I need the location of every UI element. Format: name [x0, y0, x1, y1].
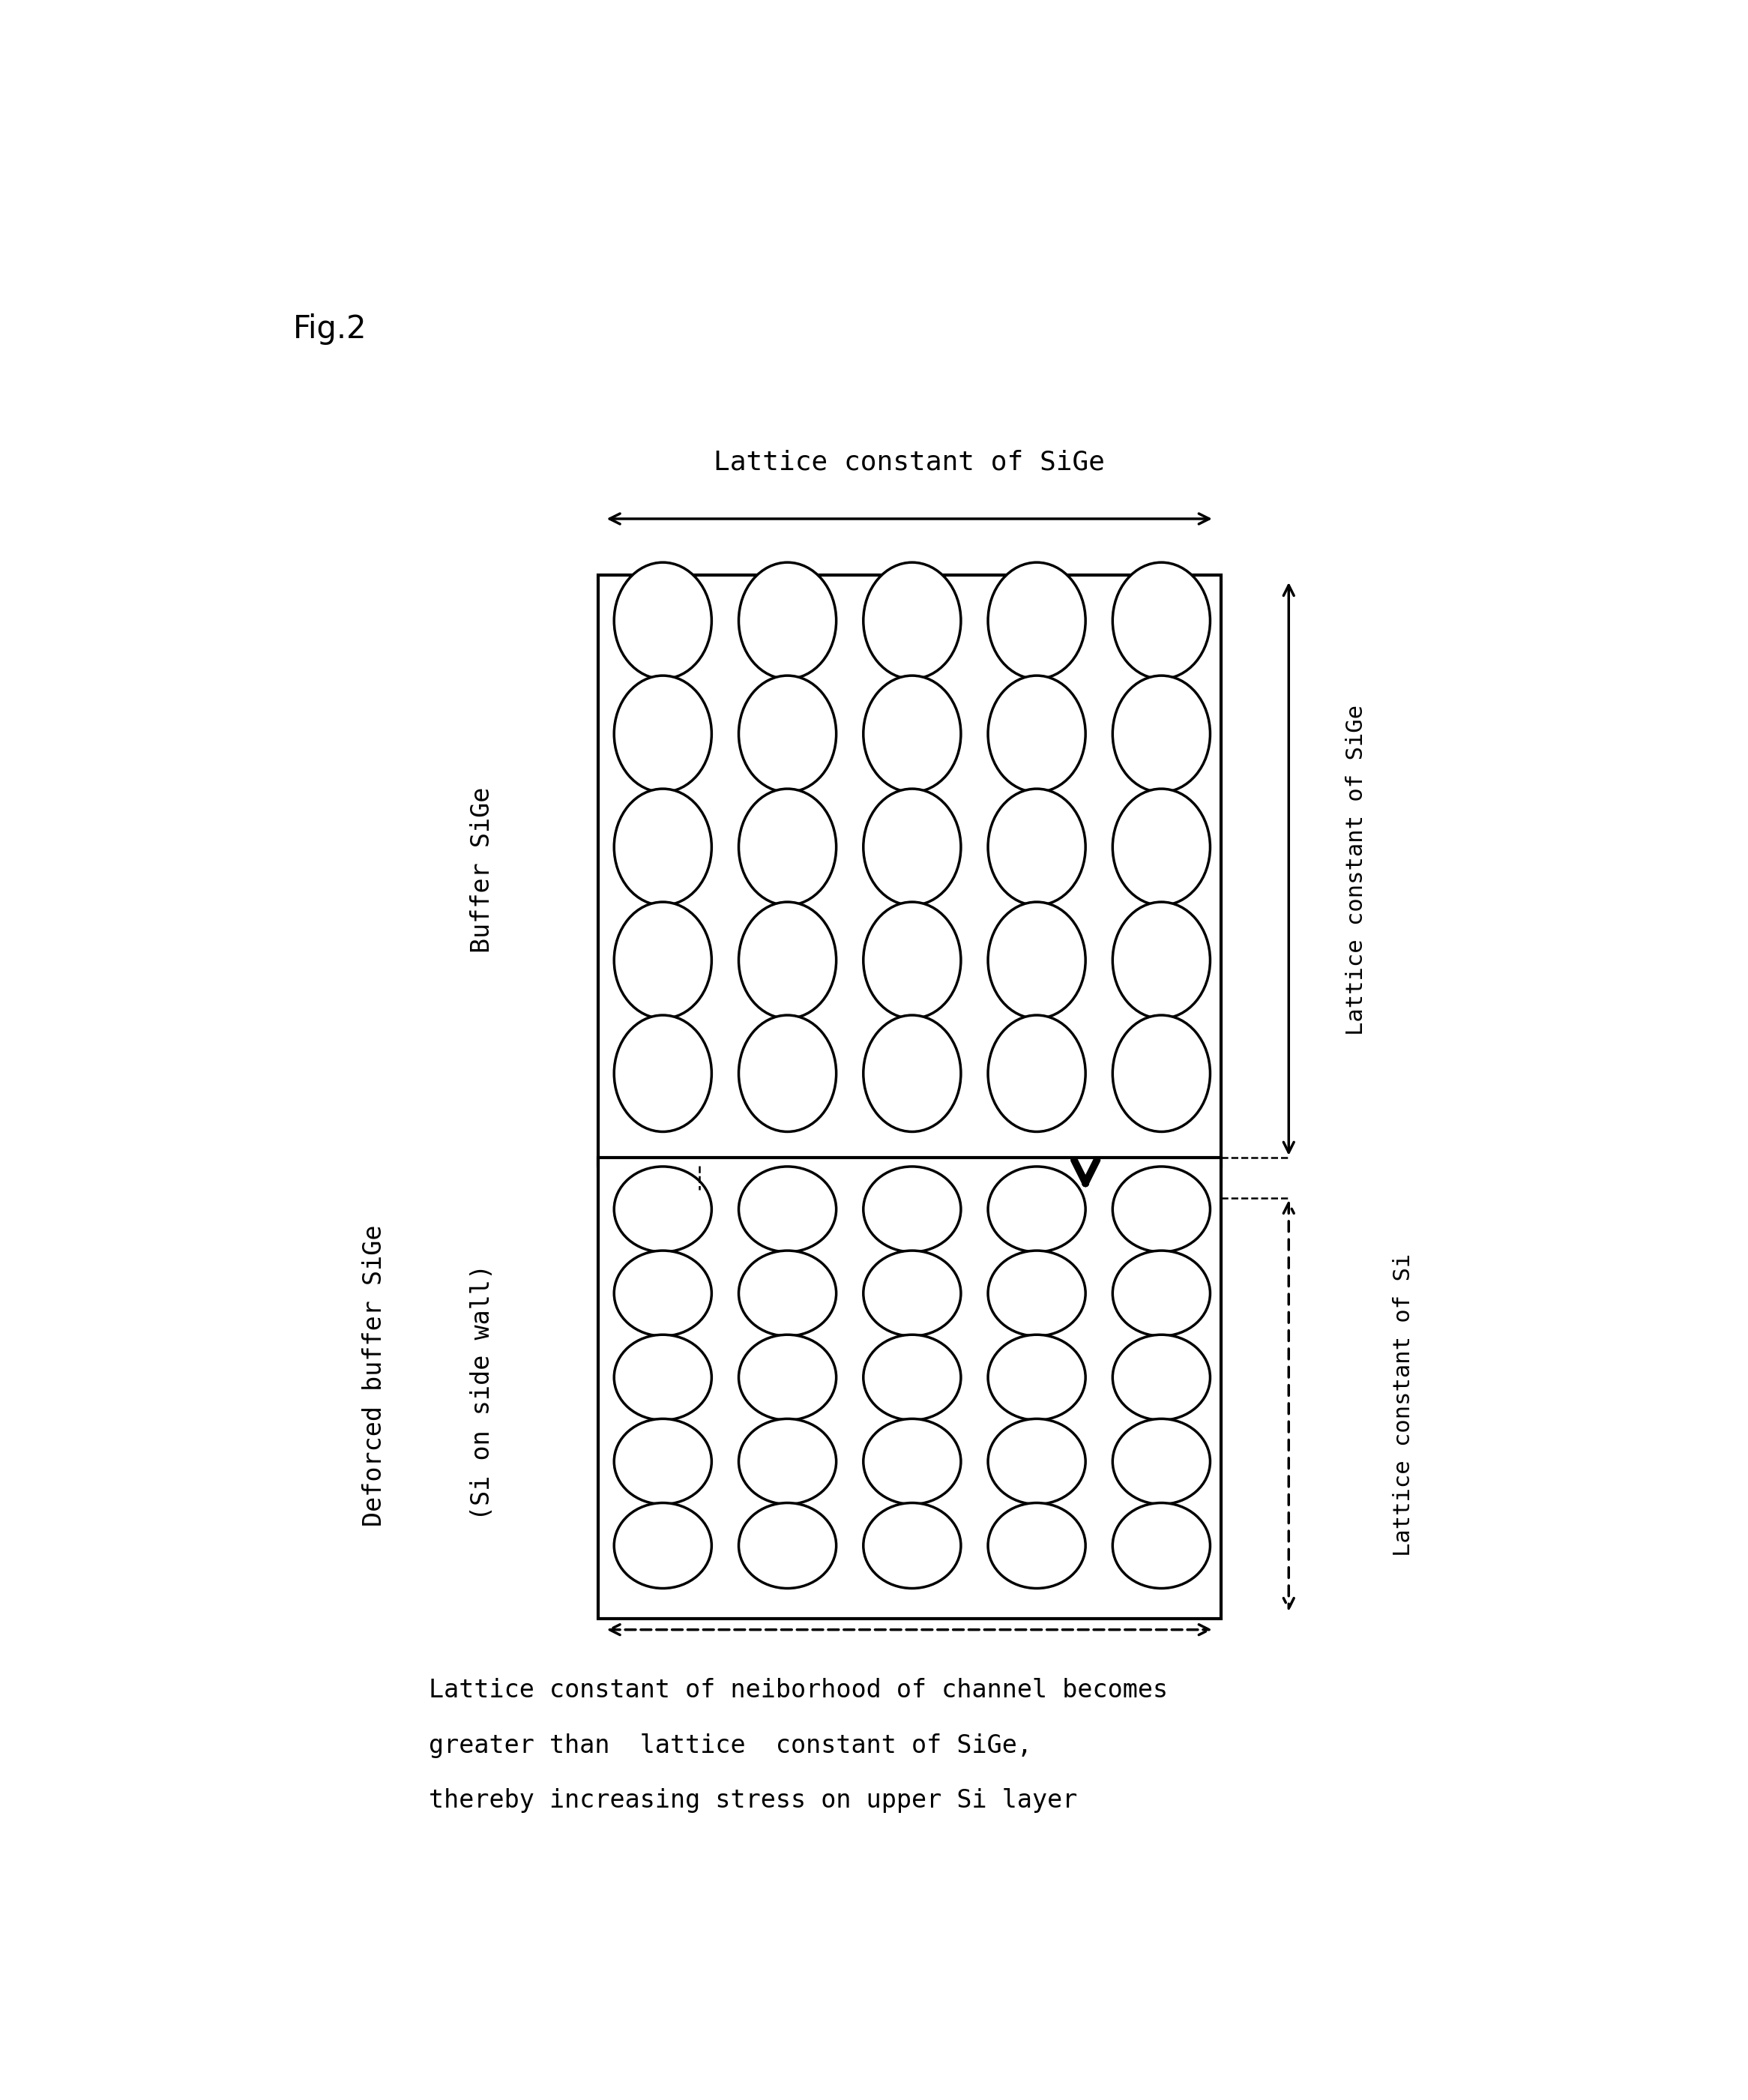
Ellipse shape [614, 1014, 711, 1132]
Ellipse shape [864, 1504, 961, 1588]
Ellipse shape [1113, 676, 1210, 792]
Ellipse shape [614, 903, 711, 1019]
Bar [598, 575, 1220, 1166]
Ellipse shape [988, 1336, 1086, 1420]
Ellipse shape [1113, 1336, 1210, 1420]
Text: Lattice constant of neiborhood of channel becomes: Lattice constant of neiborhood of channe… [428, 1678, 1168, 1703]
Ellipse shape [864, 1014, 961, 1132]
Ellipse shape [1113, 1014, 1210, 1132]
Ellipse shape [1113, 1166, 1210, 1252]
Text: Lattice constant of SiGe: Lattice constant of SiGe [1346, 704, 1367, 1035]
Ellipse shape [614, 790, 711, 905]
Bar [598, 1157, 1220, 1619]
Ellipse shape [988, 790, 1086, 905]
Ellipse shape [739, 1504, 836, 1588]
Ellipse shape [739, 790, 836, 905]
Text: Deforced buffer SiGe: Deforced buffer SiGe [362, 1224, 386, 1527]
Text: Lattice constant of Si: Lattice constant of Si [1393, 1254, 1414, 1556]
Ellipse shape [614, 1504, 711, 1588]
Ellipse shape [864, 1336, 961, 1420]
Ellipse shape [864, 563, 961, 678]
Ellipse shape [988, 1420, 1086, 1504]
Ellipse shape [864, 676, 961, 792]
Ellipse shape [988, 1166, 1086, 1252]
Ellipse shape [988, 903, 1086, 1019]
Ellipse shape [614, 1166, 711, 1252]
Text: (Si on side wall): (Si on side wall) [470, 1264, 495, 1520]
Ellipse shape [1113, 790, 1210, 905]
Ellipse shape [614, 1336, 711, 1420]
Ellipse shape [739, 1252, 836, 1336]
Ellipse shape [1113, 563, 1210, 678]
Ellipse shape [739, 1420, 836, 1504]
Text: greater than  lattice  constant of SiGe,: greater than lattice constant of SiGe, [428, 1732, 1031, 1758]
Ellipse shape [739, 903, 836, 1019]
Text: Lattice constant of SiGe: Lattice constant of SiGe [713, 449, 1105, 475]
Ellipse shape [614, 1252, 711, 1336]
Ellipse shape [739, 1014, 836, 1132]
Ellipse shape [864, 1420, 961, 1504]
Ellipse shape [864, 903, 961, 1019]
Ellipse shape [739, 676, 836, 792]
Ellipse shape [988, 1014, 1086, 1132]
Text: thereby increasing stress on upper Si layer: thereby increasing stress on upper Si la… [428, 1789, 1077, 1812]
Ellipse shape [1113, 903, 1210, 1019]
Text: Buffer SiGe: Buffer SiGe [470, 788, 495, 953]
Ellipse shape [739, 1166, 836, 1252]
Ellipse shape [988, 563, 1086, 678]
Ellipse shape [739, 563, 836, 678]
Ellipse shape [1113, 1252, 1210, 1336]
Ellipse shape [988, 1252, 1086, 1336]
Ellipse shape [1113, 1420, 1210, 1504]
Ellipse shape [614, 1420, 711, 1504]
Ellipse shape [864, 1252, 961, 1336]
Ellipse shape [864, 790, 961, 905]
Ellipse shape [739, 1336, 836, 1420]
Ellipse shape [864, 1166, 961, 1252]
Ellipse shape [988, 676, 1086, 792]
Ellipse shape [1113, 1504, 1210, 1588]
Ellipse shape [988, 1504, 1086, 1588]
Text: Fig.2: Fig.2 [294, 313, 367, 344]
Ellipse shape [614, 676, 711, 792]
Ellipse shape [614, 563, 711, 678]
